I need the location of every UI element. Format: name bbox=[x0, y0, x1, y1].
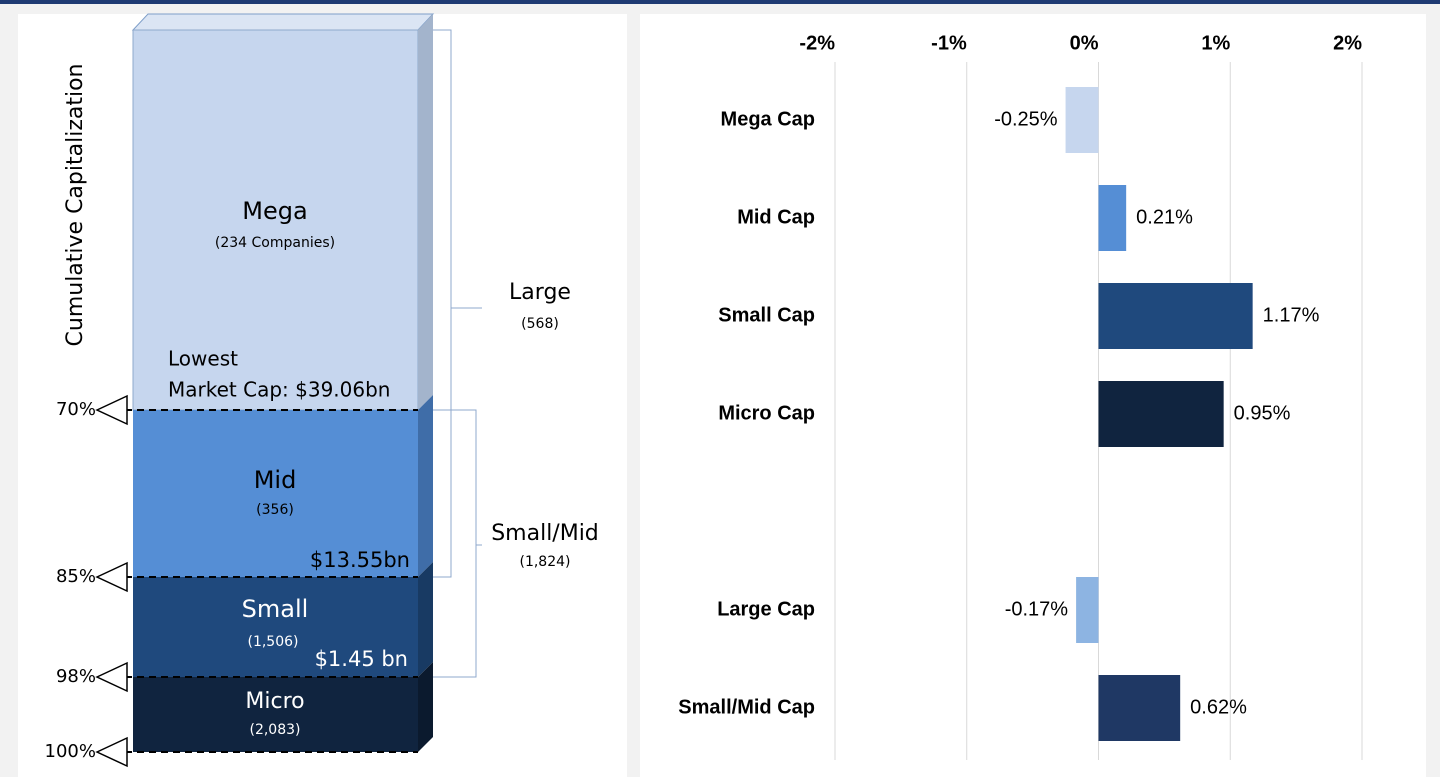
y-tick-label: Large Cap bbox=[717, 598, 815, 620]
side-mid bbox=[418, 395, 433, 577]
x-tick-label: 0% bbox=[1070, 32, 1099, 54]
threshold-label: Market Cap: $39.06bn bbox=[168, 378, 390, 402]
level-label: 85% bbox=[56, 566, 96, 587]
level-label: 98% bbox=[56, 666, 96, 687]
segment-name: Small bbox=[242, 595, 309, 623]
segment-name: Mid bbox=[254, 466, 297, 494]
axis-title: Cumulative Capitalization bbox=[63, 64, 88, 347]
segment-small bbox=[133, 577, 418, 677]
group-bracket bbox=[433, 29, 452, 578]
level-arrow bbox=[95, 661, 128, 693]
y-tick-label: Mid Cap bbox=[737, 206, 815, 228]
group-name: Large bbox=[509, 280, 571, 305]
side-small bbox=[418, 562, 433, 677]
side-micro bbox=[418, 662, 433, 752]
column-top bbox=[131, 13, 435, 31]
bar bbox=[1076, 577, 1099, 643]
bar bbox=[1098, 283, 1253, 349]
segment-count: (2,083) bbox=[249, 722, 300, 738]
threshold-label: $1.45 bn bbox=[315, 647, 408, 671]
y-tick-label: Small Cap bbox=[718, 304, 815, 326]
bar bbox=[1098, 381, 1224, 447]
x-tick-label: 2% bbox=[1333, 32, 1362, 54]
segment-micro bbox=[133, 677, 418, 752]
threshold-label: $13.55bn bbox=[310, 548, 410, 572]
right-panel bbox=[640, 14, 1426, 777]
value-label: -0.17% bbox=[1005, 598, 1069, 620]
group-bracket bbox=[433, 409, 477, 678]
threshold-label: Lowest bbox=[168, 347, 238, 371]
y-tick-label: Mega Cap bbox=[721, 108, 815, 130]
segment-mid bbox=[133, 410, 418, 577]
value-label: 0.62% bbox=[1190, 696, 1247, 718]
segment-mega bbox=[132, 29, 419, 411]
segment-count: (356) bbox=[256, 502, 294, 518]
level-lines bbox=[125, 409, 418, 753]
bar bbox=[1098, 675, 1181, 741]
x-tick-label: 1% bbox=[1201, 32, 1230, 54]
side-mega bbox=[418, 14, 433, 410]
cap-diagram: 70% 85% 98% 100% Cumulative Capitalizati… bbox=[45, 13, 599, 768]
segment-count: (234 Companies) bbox=[215, 235, 335, 251]
level-arrows bbox=[95, 394, 128, 768]
group-name: Small/Mid bbox=[491, 521, 599, 546]
value-label: -0.25% bbox=[994, 108, 1058, 130]
value-label: 0.21% bbox=[1136, 206, 1193, 228]
y-tick-label: Micro Cap bbox=[718, 402, 815, 424]
group-count: (1,824) bbox=[519, 554, 570, 570]
level-arrow bbox=[95, 561, 128, 593]
value-label: 0.95% bbox=[1234, 402, 1291, 424]
group-count: (568) bbox=[521, 316, 559, 332]
value-label: 1.17% bbox=[1263, 304, 1320, 326]
level-label: 100% bbox=[45, 741, 96, 762]
segment-name: Micro bbox=[245, 689, 304, 714]
bar bbox=[1098, 185, 1127, 251]
level-label: 70% bbox=[56, 399, 96, 420]
bar-chart: -2% -1% 0% 1% 2% Mega Cap -0.25% Mid Cap 0.21% Sm… bbox=[678, 32, 1363, 760]
top-border bbox=[0, 0, 1440, 4]
bar bbox=[1065, 87, 1099, 153]
segment-name: Mega bbox=[242, 197, 307, 225]
level-arrow bbox=[95, 736, 128, 768]
x-tick-label: -1% bbox=[931, 32, 967, 54]
x-tick-label: -2% bbox=[799, 32, 835, 54]
y-tick-label: Small/Mid Cap bbox=[678, 696, 815, 718]
level-arrow bbox=[95, 394, 128, 426]
segment-count: (1,506) bbox=[247, 634, 298, 650]
